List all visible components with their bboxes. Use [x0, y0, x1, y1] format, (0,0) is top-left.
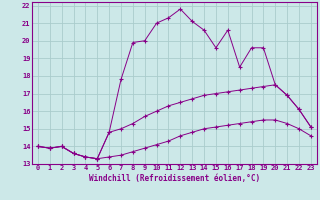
X-axis label: Windchill (Refroidissement éolien,°C): Windchill (Refroidissement éolien,°C) [89, 174, 260, 183]
